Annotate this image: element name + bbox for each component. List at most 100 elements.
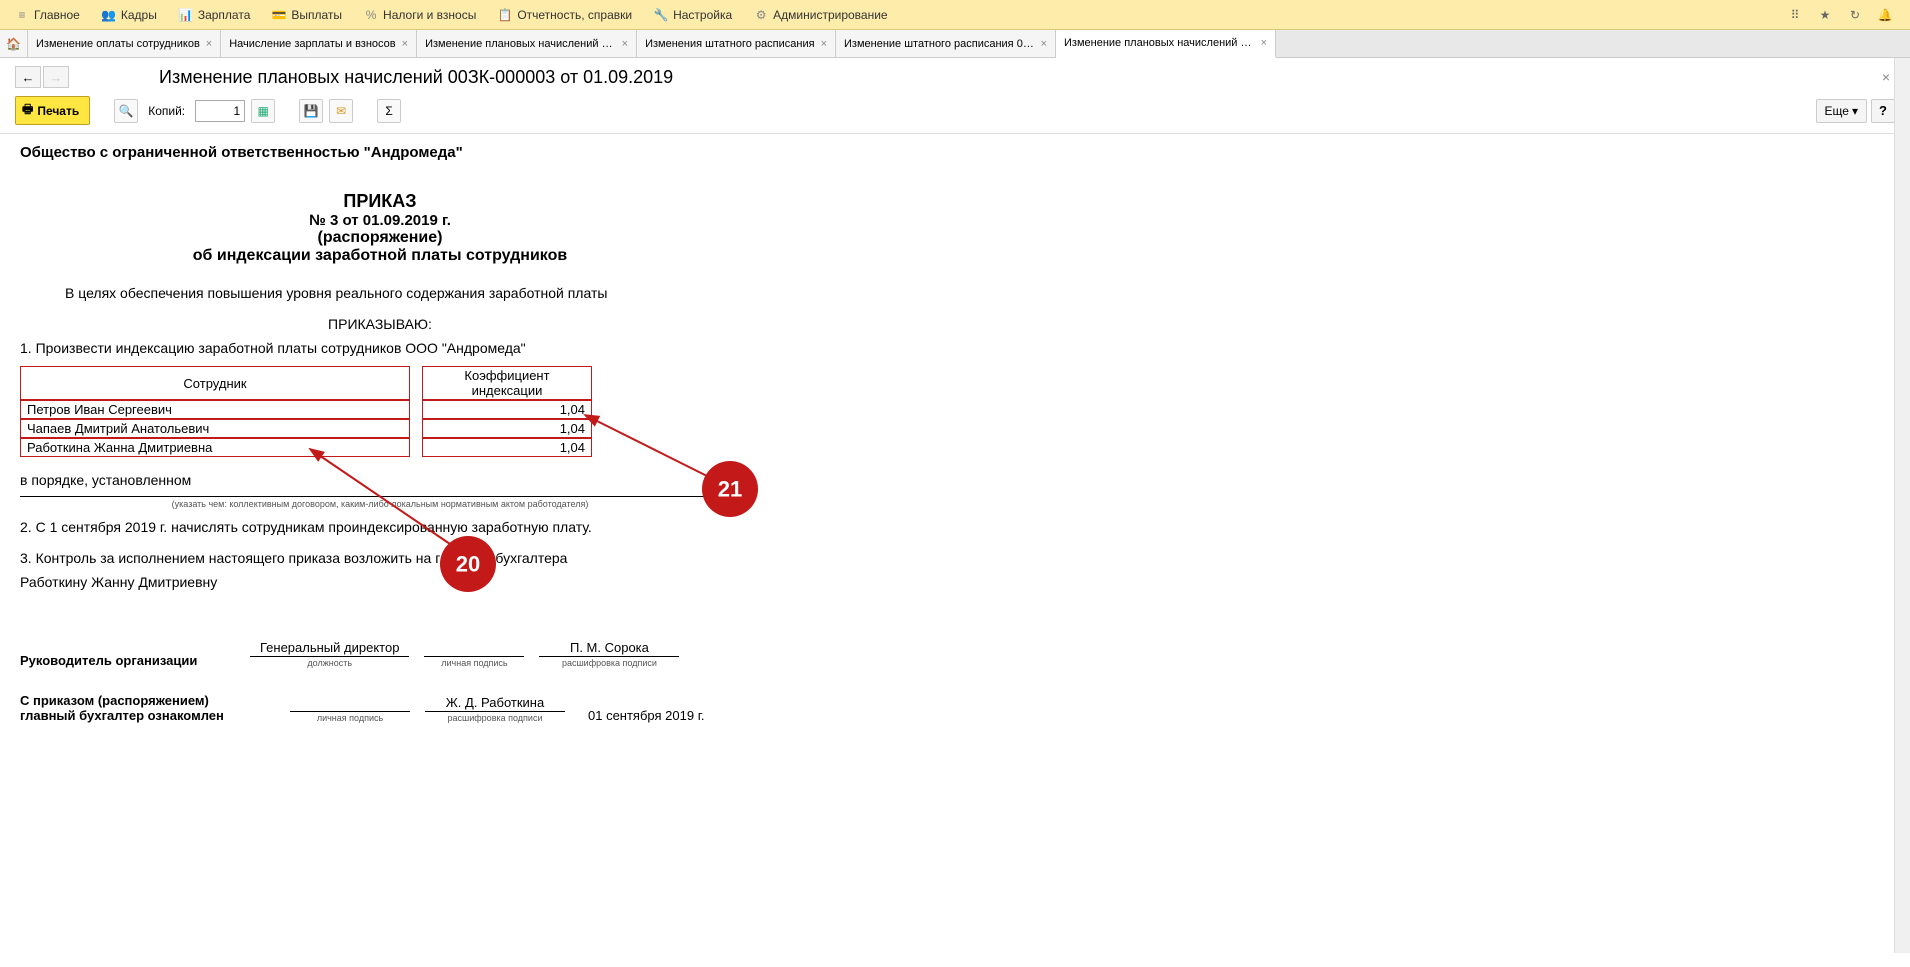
- people-icon: 👥: [102, 8, 116, 22]
- tab-5[interactable]: Изменение плановых начислений 00ЗК-00000…: [1056, 30, 1276, 58]
- card-icon: 💳: [272, 8, 286, 22]
- sign-ack-date: 01 сентября 2019 г.: [588, 708, 704, 723]
- preview-button[interactable]: 🔍: [114, 99, 138, 123]
- tab-0[interactable]: Изменение оплаты сотрудников ×: [28, 30, 221, 57]
- more-button[interactable]: Еще▾: [1816, 99, 1867, 123]
- menu-nastroyka[interactable]: 🔧 Настройка: [644, 4, 742, 26]
- copies-label: Копий:: [148, 104, 185, 118]
- sign-row-head: Руководитель организации Генеральный дир…: [20, 640, 1890, 668]
- menu-label: Отчетность, справки: [517, 8, 632, 22]
- sign-ack-label: С приказом (распоряжением) главный бухга…: [20, 693, 275, 723]
- sign-signature-field: личная подпись: [424, 640, 524, 668]
- sign-position: Генеральный директор: [250, 640, 409, 657]
- gear-icon: ⚙: [754, 8, 768, 22]
- ack-label-2: главный бухгалтер ознакомлен: [20, 708, 275, 723]
- table-header-row: Сотрудник Коэффициент индексации: [20, 366, 592, 400]
- home-tab[interactable]: 🏠: [0, 30, 28, 57]
- menu-label: Налоги и взносы: [383, 8, 476, 22]
- chart-icon: 📊: [179, 8, 193, 22]
- menu-nalogi[interactable]: %Налоги и взносы: [354, 4, 486, 26]
- menu-kadry[interactable]: 👥 Кадры: [92, 4, 167, 26]
- chevron-down-icon: ▾: [1852, 104, 1858, 118]
- save-icon: 💾: [304, 104, 319, 118]
- sign-blank: [424, 640, 524, 657]
- wrench-icon: 🔧: [654, 8, 668, 22]
- vertical-scrollbar[interactable]: [1894, 58, 1910, 953]
- table-row: Петров Иван Сергеевич 1,04: [20, 400, 592, 419]
- table-row: Работкина Жанна Дмитриевна 1,04: [20, 438, 592, 457]
- sign-sig-hint: личная подпись: [424, 658, 524, 668]
- sign-name-hint: расшифровка подписи: [425, 713, 565, 723]
- tab-label: Изменение оплаты сотрудников: [36, 38, 200, 50]
- table-row: Чапаев Дмитрий Анатольевич 1,04: [20, 419, 592, 438]
- print-label: Печать: [37, 104, 79, 118]
- sign-name-field: П. М. Сорока расшифровка подписи: [539, 640, 679, 668]
- menu-icon: ≡: [15, 8, 29, 22]
- order-line-3a: 3. Контроль за исполнением настоящего пр…: [20, 550, 1890, 566]
- menu-label: Кадры: [121, 8, 157, 22]
- bell-icon[interactable]: 🔔: [1875, 5, 1895, 25]
- document-content: Общество с ограниченной ответственностью…: [0, 134, 1910, 967]
- tab-1[interactable]: Начисление зарплаты и взносов ×: [221, 30, 417, 57]
- order-header: ПРИКАЗ № 3 от 01.09.2019 г. (распоряжени…: [20, 191, 740, 265]
- ack-label-1: С приказом (распоряжением): [20, 693, 275, 708]
- table-button[interactable]: ▦: [251, 99, 275, 123]
- menu-label: Зарплата: [198, 8, 251, 22]
- sign-head-label: Руководитель организации: [20, 653, 235, 668]
- tab-close-icon[interactable]: ×: [1041, 38, 1047, 50]
- menu-admin[interactable]: ⚙ Администрирование: [744, 4, 897, 26]
- sign-ack-name: Ж. Д. Работкина: [425, 695, 565, 712]
- page-header: ← → Изменение плановых начислений 00ЗК-0…: [0, 58, 1910, 92]
- tab-2[interactable]: Изменение плановых начислений 00ЗК-00000…: [417, 30, 637, 57]
- nav-forward-button[interactable]: →: [43, 66, 69, 88]
- tab-close-icon[interactable]: ×: [821, 38, 827, 50]
- tab-close-icon[interactable]: ×: [622, 38, 628, 50]
- menu-label: Главное: [34, 8, 80, 22]
- menu-otchet[interactable]: 📋 Отчетность, справки: [488, 4, 642, 26]
- report-icon: 📋: [498, 8, 512, 22]
- cell-coef: 1,04: [422, 438, 592, 457]
- help-button[interactable]: ?: [1871, 99, 1895, 123]
- menu-label: Администрирование: [773, 8, 887, 22]
- page-close-icon[interactable]: ×: [1877, 69, 1895, 85]
- cell-employee: Чапаев Дмитрий Анатольевич: [20, 419, 410, 438]
- divider: [20, 496, 740, 497]
- tab-label: Изменение плановых начислений 00ЗК-00000…: [425, 38, 616, 50]
- star-icon[interactable]: ★: [1815, 5, 1835, 25]
- history-icon[interactable]: ↻: [1845, 5, 1865, 25]
- tab-3[interactable]: Изменения штатного расписания×: [637, 30, 836, 57]
- copies-input[interactable]: [195, 100, 245, 122]
- menu-main[interactable]: ≡ Главное: [5, 4, 90, 26]
- tab-close-icon[interactable]: ×: [1261, 37, 1267, 49]
- toolbar-right: Еще▾ ?: [1816, 99, 1895, 123]
- order-intro: В целях обеспечения повышения уровня реа…: [65, 285, 1890, 301]
- mail-button[interactable]: ✉: [329, 99, 353, 123]
- nav-buttons: ← →: [15, 66, 69, 88]
- tab-close-icon[interactable]: ×: [206, 38, 212, 50]
- tab-label: Начисление зарплаты и взносов: [229, 38, 395, 50]
- tab-label: Изменение штатного расписания 00ЗК-00000…: [844, 38, 1035, 50]
- print-button[interactable]: 🖶 Печать: [15, 96, 90, 125]
- tab-close-icon[interactable]: ×: [402, 38, 408, 50]
- main-menu-bar: ≡ Главное 👥 Кадры 📊 Зарплата 💳Выплаты %Нало…: [0, 0, 1910, 30]
- col-coefficient: Коэффициент индексации: [422, 366, 592, 400]
- topbar-right: ⠿ ★ ↻ 🔔: [1785, 5, 1905, 25]
- tab-bar: 🏠 Изменение оплаты сотрудников × Начислен…: [0, 30, 1910, 58]
- table-gap: [410, 366, 422, 400]
- save-button[interactable]: 💾: [299, 99, 323, 123]
- sign-position-field: Генеральный директор должность: [250, 640, 409, 668]
- tab-label: Изменение плановых начислений 00ЗК-00000…: [1064, 37, 1255, 49]
- sign-pos-hint: должность: [250, 658, 409, 668]
- tab-4[interactable]: Изменение штатного расписания 00ЗК-00000…: [836, 30, 1056, 57]
- menu-zarplata[interactable]: 📊 Зарплата: [169, 4, 261, 26]
- menu-vyplaty[interactable]: 💳Выплаты: [262, 4, 352, 26]
- nav-back-button[interactable]: ←: [15, 66, 41, 88]
- sum-button[interactable]: Σ: [377, 99, 401, 123]
- arrow-21: [585, 415, 713, 479]
- order-after-table: в порядке, установленном: [20, 472, 1890, 488]
- table-gap: [410, 400, 422, 419]
- apps-icon[interactable]: ⠿: [1785, 5, 1805, 25]
- menu-label: Настройка: [673, 8, 732, 22]
- more-label: Еще: [1825, 104, 1849, 118]
- order-subtitle2: об индексации заработной платы сотрудник…: [20, 247, 740, 265]
